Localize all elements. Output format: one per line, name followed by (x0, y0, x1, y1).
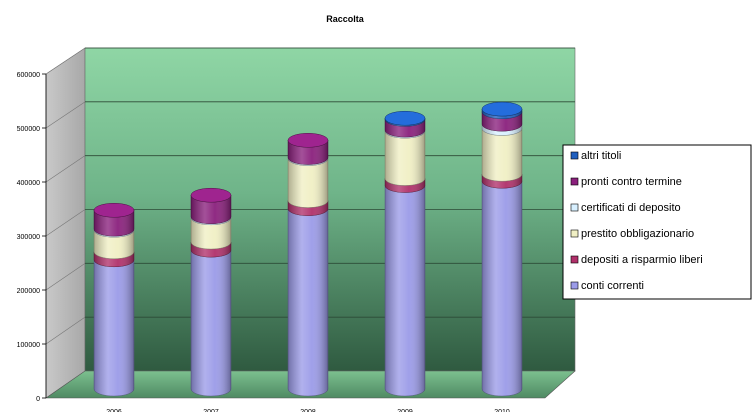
legend-label: depositi a risparmio liberi (581, 254, 703, 266)
bar-top-cap-2007 (190, 187, 232, 203)
y-tick-label: 100000 (17, 342, 40, 349)
bar-2007 (190, 187, 232, 397)
bar-shading (288, 200, 328, 216)
legend-swatch (570, 255, 579, 264)
bar-shading (482, 124, 522, 136)
bar-shading (288, 158, 328, 208)
bar-top-cap-2008 (287, 133, 329, 148)
side-gridline-300000 (45, 209, 86, 237)
y-tick-label: 500000 (17, 126, 40, 133)
legend-swatch (570, 203, 579, 212)
legend-label: conti correnti (581, 280, 644, 292)
legend-swatch (570, 177, 579, 186)
y-tick-label: 300000 (17, 234, 40, 241)
legend-box (562, 144, 752, 300)
y-tick-label: 200000 (17, 288, 40, 295)
bar-shading (385, 119, 425, 138)
legend-swatch (570, 151, 579, 160)
y-tick-label: 600000 (17, 72, 40, 79)
bar-shading (191, 195, 231, 224)
legend-label: altri titoli (581, 150, 621, 162)
bar-shading (482, 128, 522, 182)
bar-shading (288, 208, 328, 396)
bar-shading (482, 109, 522, 119)
bar-shading (191, 242, 231, 258)
side-gridline-500000 (45, 101, 86, 129)
side-gridline-200000 (45, 263, 86, 291)
bar-shading (482, 174, 522, 189)
bar-shading (385, 131, 425, 186)
bar-shading (94, 259, 134, 396)
bar-shading (191, 250, 231, 396)
bar-shading (482, 111, 522, 132)
legend-label: certificati di deposito (581, 202, 681, 214)
bar-shading (385, 178, 425, 193)
legend-swatch (570, 281, 579, 290)
side-gridline-100000 (45, 316, 86, 345)
bar-top-cap-2006 (93, 203, 135, 218)
bar-shading (191, 217, 231, 250)
legend-swatch (570, 229, 579, 238)
y-axis: 0 100000 200000 300000 400000 500000 600000 (17, 72, 47, 403)
y-tick-label: 0 (36, 396, 40, 403)
bar-shading (482, 181, 522, 396)
legend-label: prestito obbligazionario (581, 228, 694, 240)
bar-shading (94, 251, 134, 267)
bar-2008 (287, 133, 329, 397)
bars (93, 101, 523, 397)
bar-shading (288, 140, 328, 165)
bar-shading (385, 185, 425, 396)
chart-title: Raccolta (326, 14, 365, 24)
bar-top-cap-2009 (384, 110, 426, 126)
bar-shading (94, 210, 134, 237)
legend: altri titoli pronti contro termine certifi… (562, 144, 752, 300)
legend-label: pronti contro termine (581, 176, 682, 188)
bar-shading (94, 230, 134, 259)
bar-top-cap-2010 (481, 101, 523, 117)
side-gridline-400000 (45, 155, 86, 183)
legend-items: altri titoli pronti contro termine certifi… (570, 150, 703, 292)
bar-2006 (93, 203, 135, 397)
bar-2009 (384, 110, 426, 397)
y-tick-label: 400000 (17, 180, 40, 187)
side-gridline-600000 (45, 47, 86, 75)
bar-2010 (481, 101, 523, 397)
